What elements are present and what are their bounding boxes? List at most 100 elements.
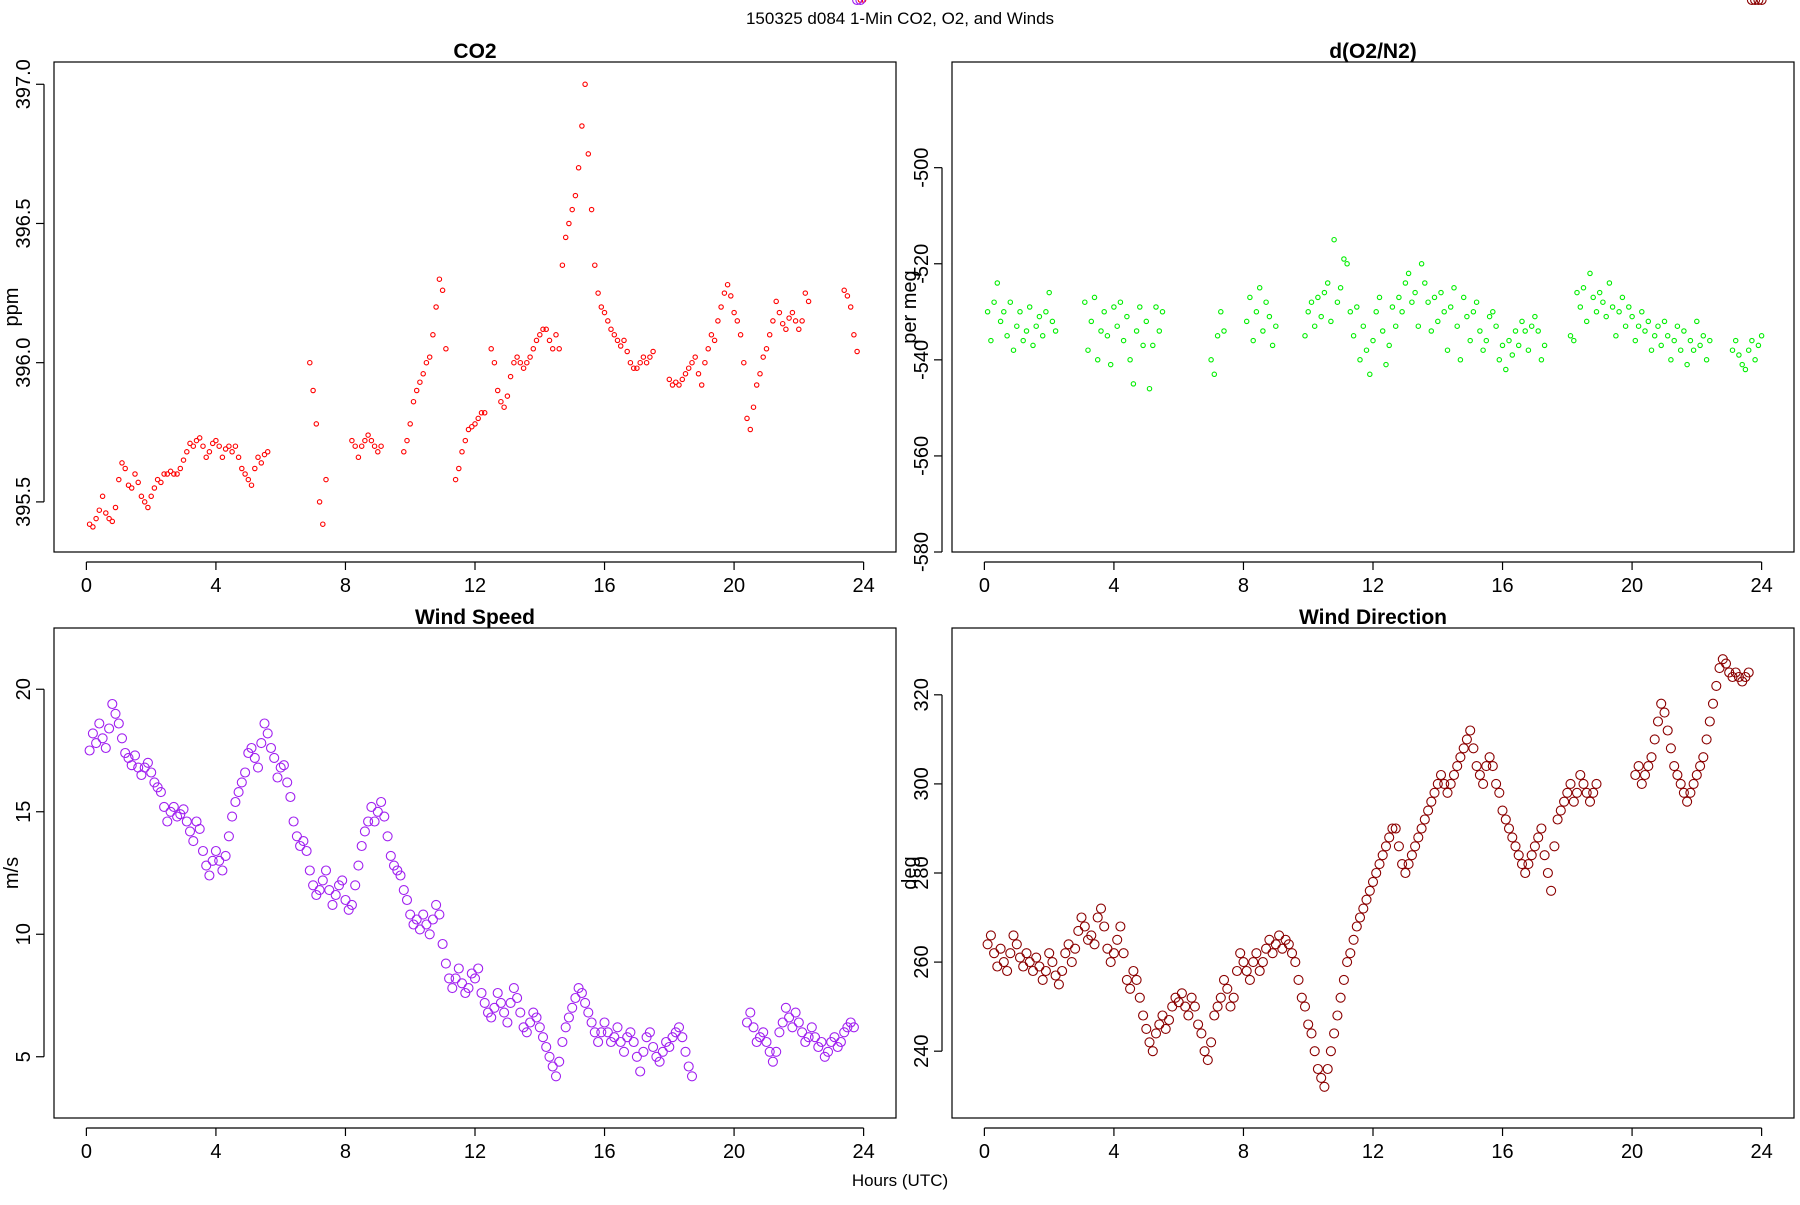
data-point (427, 914, 438, 925)
data-point (1316, 1072, 1327, 1083)
data-point (1412, 289, 1418, 296)
data-point (371, 443, 378, 449)
data-point (992, 961, 1003, 972)
data-point (1243, 318, 1250, 325)
data-point (540, 326, 546, 333)
panel-o2n2: d(O2/N2) per meg 0 4 8 12 16 20 24 -580 -560 -540 -5… (899, 40, 1795, 597)
data-point (1133, 328, 1140, 334)
x-tick-label: 12 (1362, 575, 1384, 597)
data-point (1073, 925, 1084, 936)
data-point (434, 909, 445, 920)
data-point (1043, 309, 1049, 315)
data-point (94, 718, 105, 729)
data-point (1487, 761, 1498, 772)
data-point (1490, 309, 1496, 315)
data-point (146, 767, 157, 778)
data-point (1435, 318, 1441, 325)
data-point (686, 1071, 698, 1082)
data-point (278, 760, 289, 771)
data-point (637, 359, 643, 366)
data-point (368, 437, 375, 444)
data-point (103, 510, 109, 516)
data-point (511, 359, 517, 366)
data-point (1384, 832, 1395, 843)
data-point (158, 479, 164, 486)
x-tick-label: 0 (81, 575, 92, 597)
data-point (1613, 333, 1619, 339)
data-point (562, 234, 569, 241)
data-point (648, 1041, 659, 1053)
data-point (1328, 318, 1334, 325)
data-point (657, 1046, 668, 1057)
data-point (414, 924, 425, 935)
data-point (773, 298, 779, 305)
data-point (1516, 859, 1528, 870)
data-point (1367, 371, 1373, 378)
data-point (748, 1022, 759, 1033)
data-point (1354, 304, 1360, 310)
data-point (1454, 323, 1460, 329)
data-point (1002, 965, 1013, 977)
data-point (638, 1046, 649, 1057)
data-point (1600, 299, 1606, 305)
data-point (1060, 948, 1071, 959)
data-point (1367, 876, 1379, 887)
data-point (1506, 337, 1512, 344)
data-point (1700, 333, 1707, 339)
data-point (462, 437, 469, 444)
data-point (1509, 352, 1516, 358)
data-point (1448, 769, 1460, 781)
data-point (151, 485, 158, 491)
data-point (1244, 974, 1255, 985)
data-point (190, 443, 197, 449)
data-point (586, 1017, 597, 1028)
data-point (1324, 280, 1331, 286)
data-point (1363, 347, 1370, 353)
data-point (1413, 832, 1424, 843)
data-point (333, 880, 345, 891)
data-point (1383, 361, 1389, 368)
data-point (1052, 328, 1059, 334)
data-point (643, 359, 650, 366)
y-tick-label: 260 (911, 945, 933, 978)
data-point (666, 376, 673, 383)
data-point (141, 499, 148, 505)
data-point (155, 787, 166, 798)
data-point (90, 524, 96, 530)
data-point (96, 507, 103, 513)
data-point (1753, 0, 1764, 6)
data-point (499, 1007, 510, 1018)
data-point (1396, 294, 1402, 301)
data-point (450, 973, 461, 984)
data-point (985, 930, 996, 941)
data-point (475, 415, 481, 422)
data-point (145, 504, 151, 511)
data-point (375, 449, 381, 455)
data-point (711, 337, 718, 344)
x-tick-label: 24 (852, 575, 874, 597)
data-point (444, 973, 455, 984)
x-tick-label: 8 (340, 1141, 351, 1163)
data-point (1622, 323, 1629, 329)
data-point (1143, 318, 1150, 325)
data-point (1399, 309, 1405, 315)
data-point (1510, 841, 1521, 852)
x-tick-label: 0 (979, 1141, 990, 1163)
data-point (576, 987, 587, 999)
data-point (261, 451, 268, 458)
data-point (168, 801, 179, 812)
data-point (787, 1022, 798, 1033)
data-point (1134, 992, 1145, 1003)
data-point (87, 728, 98, 739)
data-point (630, 365, 637, 371)
data-point (819, 1051, 830, 1062)
data-point (84, 745, 95, 756)
data-point (1629, 313, 1635, 320)
data-point (149, 777, 160, 788)
data-point (106, 515, 112, 522)
data-point (116, 733, 128, 744)
data-point (614, 337, 621, 344)
data-point (1694, 318, 1700, 325)
data-point (537, 1032, 549, 1043)
data-point (508, 983, 519, 994)
